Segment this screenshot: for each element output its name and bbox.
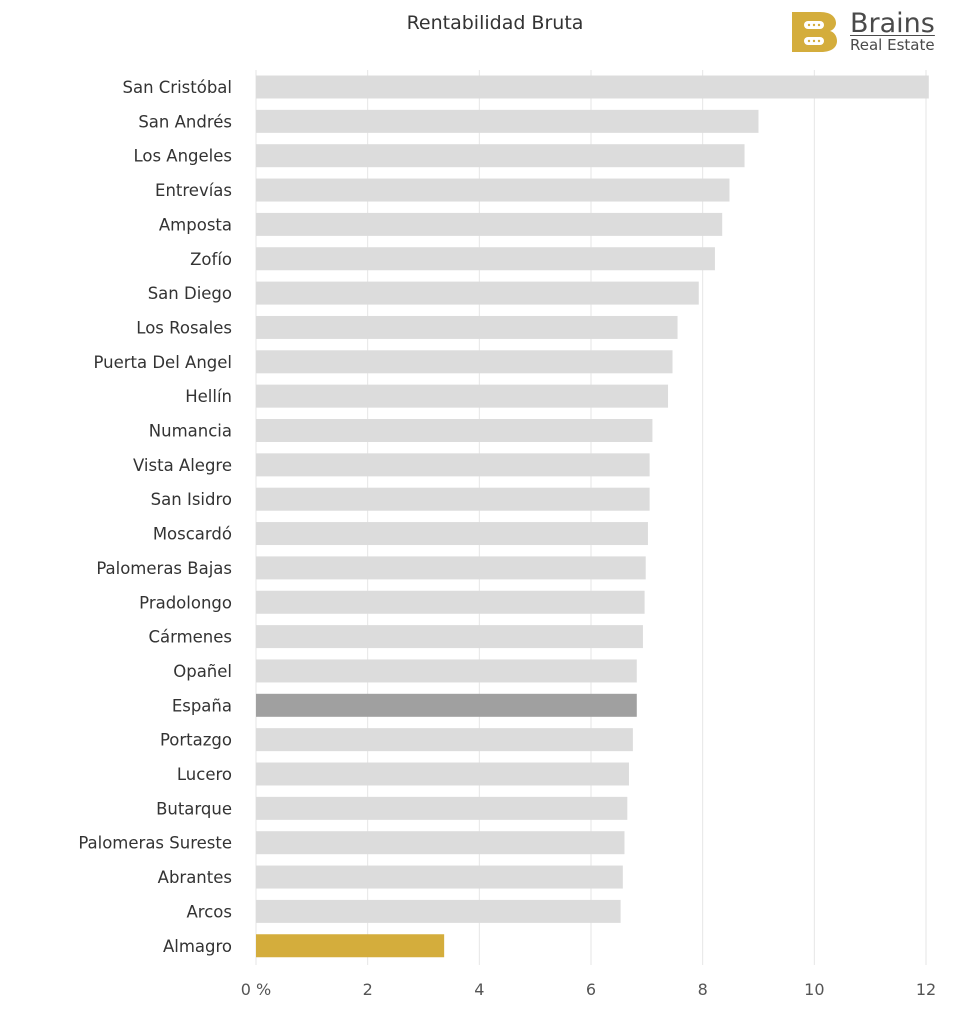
category-label: Puerta Del Angel <box>93 353 232 372</box>
bar <box>256 281 699 305</box>
category-label: San Isidro <box>151 490 232 509</box>
category-label: Moscardó <box>153 525 232 544</box>
bar <box>256 522 648 546</box>
grid-lines <box>255 70 927 965</box>
bar <box>256 865 623 889</box>
category-label: Zofío <box>190 250 232 269</box>
bar <box>256 178 730 202</box>
category-label: San Cristóbal <box>122 78 232 97</box>
category-label: San Diego <box>148 284 232 303</box>
bar <box>256 453 650 477</box>
bar <box>256 693 637 717</box>
bar <box>256 315 678 339</box>
chart-title: Rentabilidad Bruta <box>406 12 584 34</box>
bar <box>256 556 646 580</box>
category-label: Arcos <box>187 902 232 921</box>
bar <box>256 659 637 683</box>
x-tick-label: 10 <box>804 980 824 999</box>
category-label: Palomeras Sureste <box>78 834 232 853</box>
bar <box>256 625 643 649</box>
category-label: Palomeras Bajas <box>96 559 232 578</box>
category-label: Butarque <box>156 799 232 818</box>
category-label: Cármenes <box>148 628 232 647</box>
bar <box>256 212 723 236</box>
bar <box>256 247 715 271</box>
category-label: Opañel <box>173 662 232 681</box>
axis-ticks: 0 % 2 4 6 8 10 12 <box>241 980 936 999</box>
bar <box>256 728 633 752</box>
category-label: Los Rosales <box>136 318 232 337</box>
category-label: Portazgo <box>160 731 232 750</box>
bar <box>256 831 625 855</box>
x-tick-label: 4 <box>474 980 484 999</box>
bar <box>256 762 629 786</box>
x-tick-label: 8 <box>698 980 708 999</box>
category-label: San Andrés <box>138 112 232 131</box>
bars <box>256 75 929 958</box>
category-label: Lucero <box>177 765 232 784</box>
category-label: Amposta <box>159 215 232 234</box>
logo-subtitle: Real Estate <box>850 36 935 54</box>
brains-logo-icon <box>792 12 837 52</box>
bar <box>256 384 669 408</box>
category-labels: San Cristóbal San Andrés Los Angeles Entrev… <box>78 78 232 956</box>
bar <box>256 75 929 99</box>
brand-logo: Brains Real Estate <box>790 8 970 58</box>
category-label: Los Angeles <box>133 147 232 166</box>
category-label: Entrevías <box>155 181 232 200</box>
bar <box>256 419 653 442</box>
category-label: Almagro <box>163 937 232 956</box>
bar <box>256 796 628 820</box>
category-label: Vista Alegre <box>133 456 232 475</box>
bar <box>256 590 645 614</box>
bar <box>256 899 621 923</box>
category-label: Pradolongo <box>139 593 232 612</box>
bar <box>256 350 673 374</box>
category-label: España <box>172 696 232 715</box>
bar <box>256 934 445 958</box>
bar <box>256 109 759 133</box>
category-label: Numancia <box>149 422 232 441</box>
bar <box>256 487 650 511</box>
x-tick-label: 2 <box>363 980 373 999</box>
bar <box>256 144 745 168</box>
x-tick-label: 0 % <box>241 980 271 999</box>
category-label: Abrantes <box>158 868 232 887</box>
x-tick-label: 12 <box>916 980 936 999</box>
logo-name: Brains <box>850 8 935 39</box>
x-tick-label: 6 <box>586 980 596 999</box>
category-label: Hellín <box>185 387 232 406</box>
